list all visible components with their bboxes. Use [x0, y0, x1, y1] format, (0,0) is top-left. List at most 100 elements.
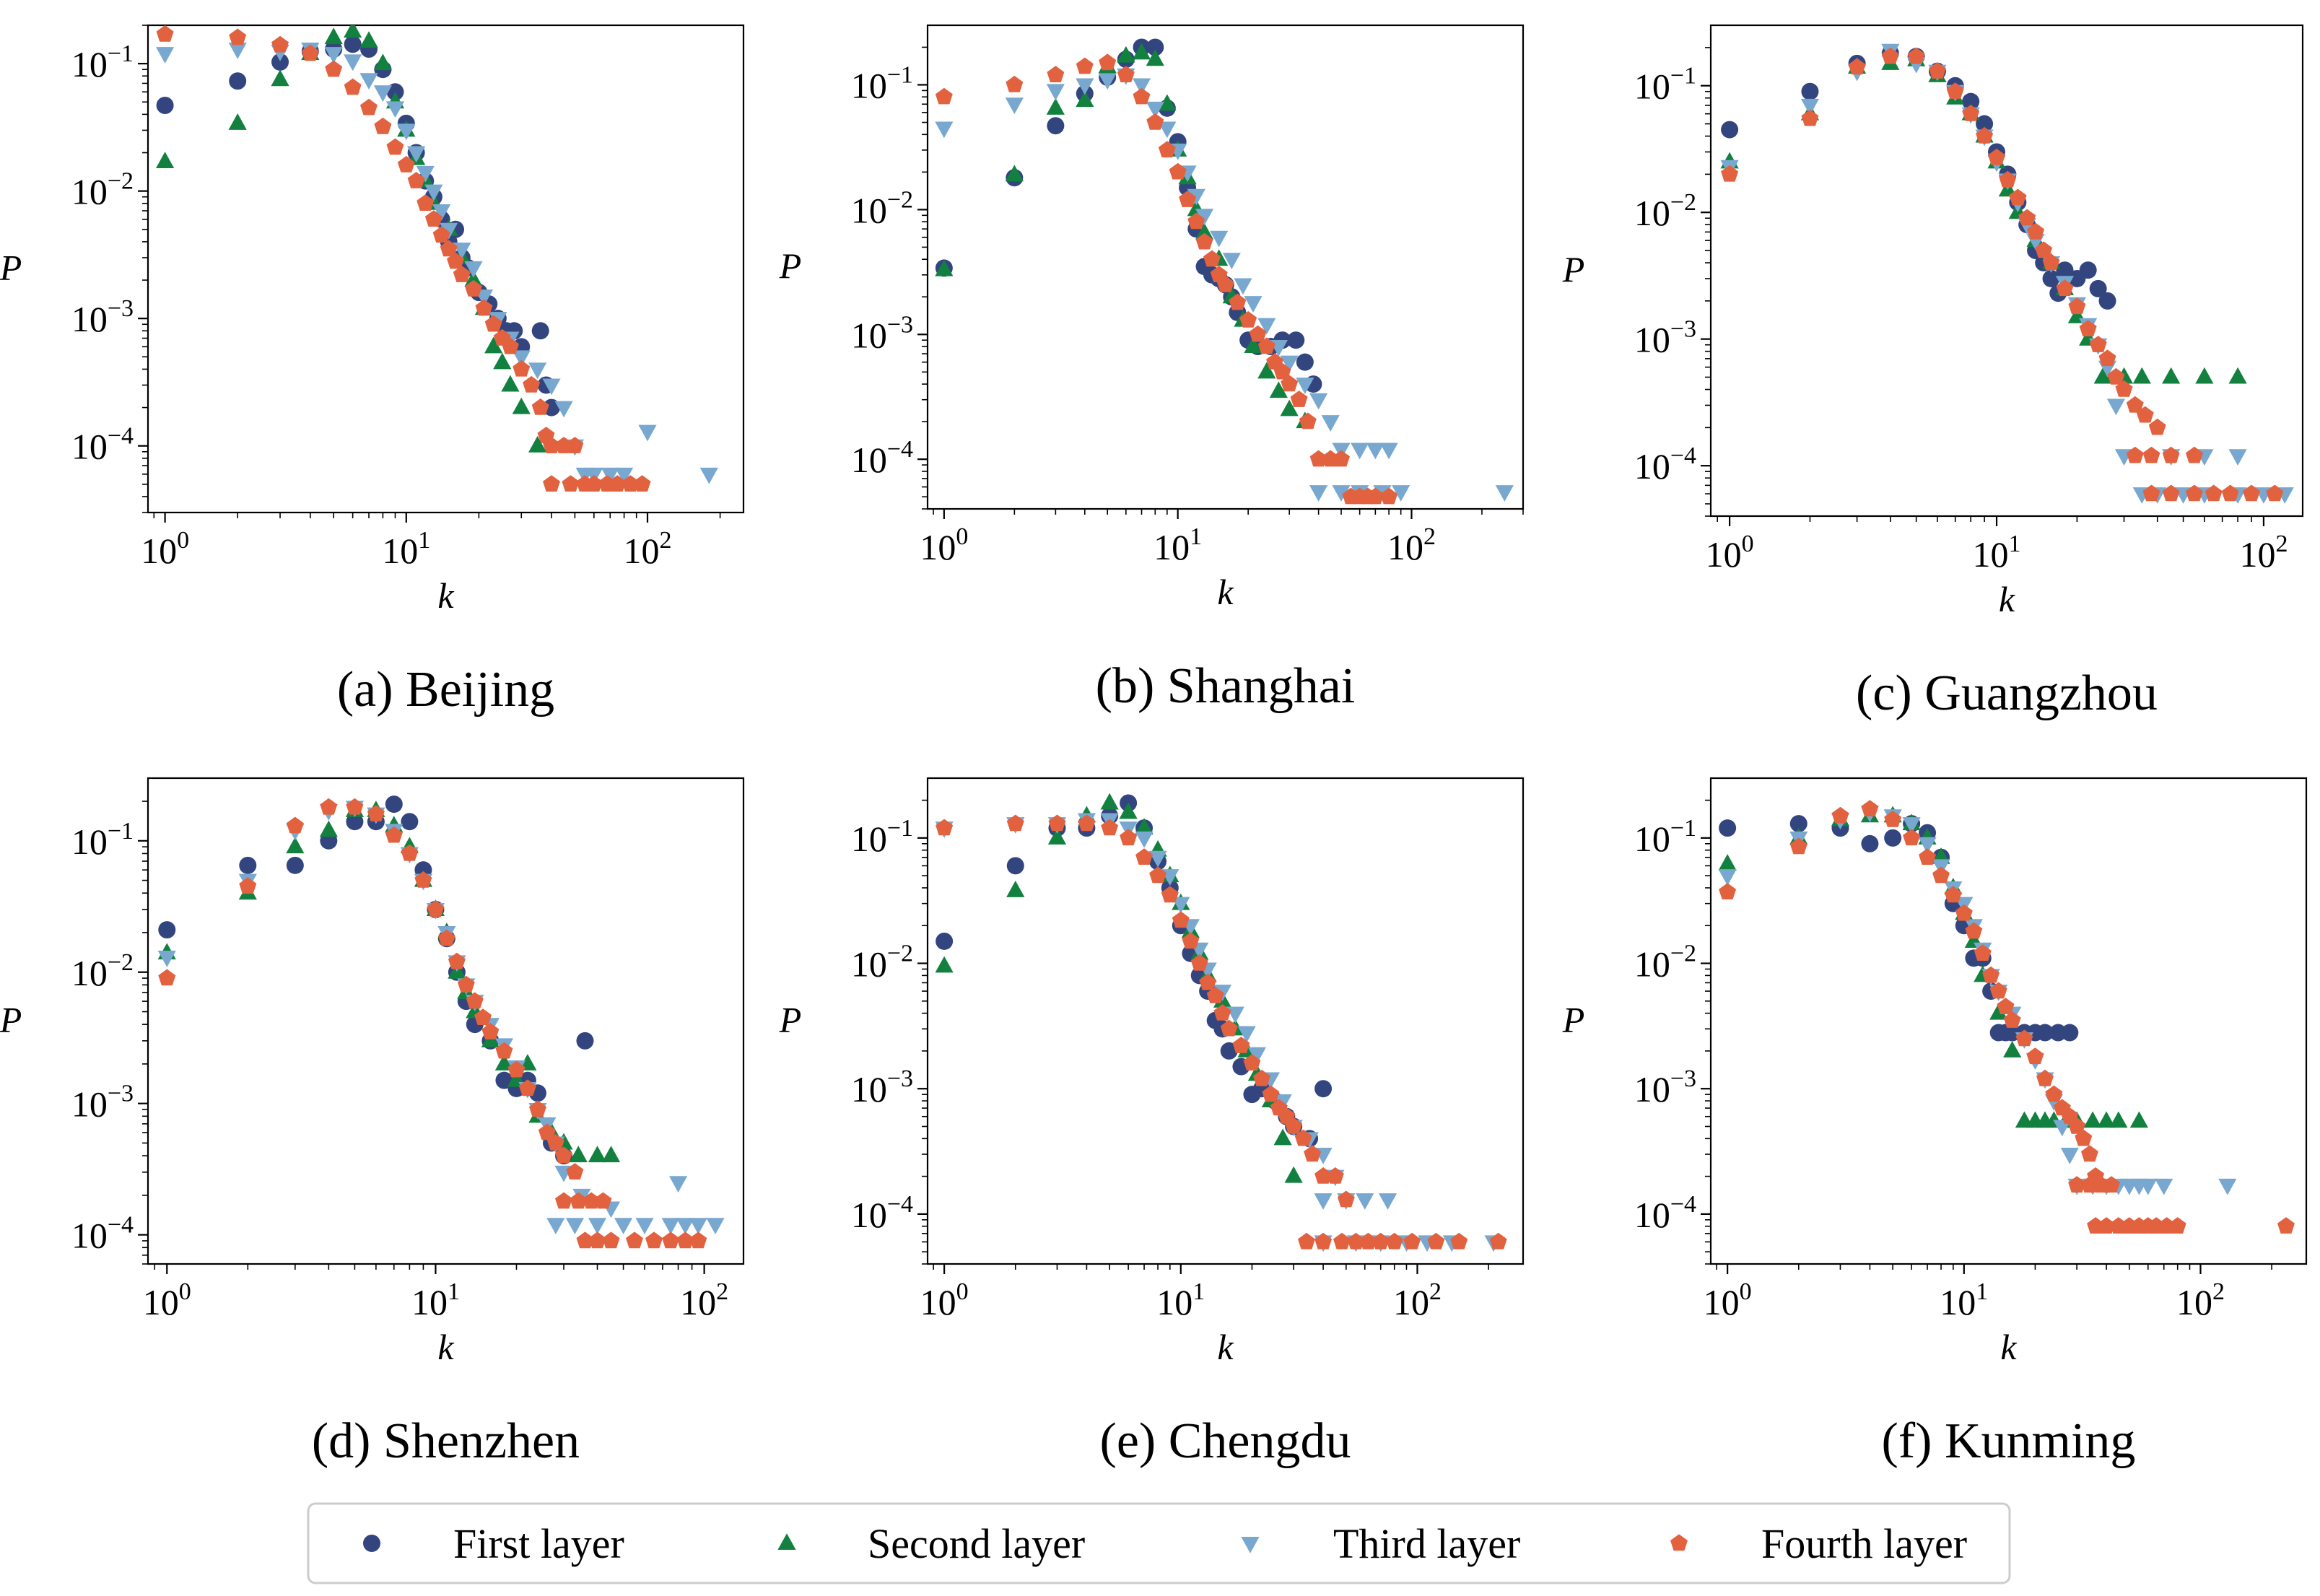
data-point-third: [588, 1218, 607, 1235]
plot-frame: [147, 24, 745, 514]
data-point-fourth: [2026, 1047, 2044, 1065]
data-point-fourth: [935, 87, 953, 105]
y-tick-label: 10−2: [851, 941, 913, 985]
x-tick-label: 100: [920, 523, 968, 567]
data-point-fourth: [1314, 1232, 1333, 1250]
data-point-third: [157, 951, 176, 967]
y-tick-label: 10−1: [851, 815, 913, 859]
data-point-third: [1332, 485, 1351, 502]
subplot-caption: (d) Shenzhen: [312, 1413, 580, 1469]
data-point-third: [2218, 1178, 2237, 1195]
y-axis-label: P: [779, 245, 802, 286]
data-point-fourth: [662, 1231, 680, 1249]
data-point-third: [1356, 1193, 1374, 1210]
data-point-second: [1046, 98, 1065, 115]
data-point-second: [1158, 94, 1177, 111]
data-point-fourth: [570, 1192, 588, 1209]
x-tick-label: 100: [1706, 531, 1754, 575]
data-point-second: [1273, 1128, 1292, 1146]
data-point-fourth: [385, 826, 403, 843]
data-point-fourth: [1232, 1037, 1250, 1053]
data-point-second: [2129, 1111, 2149, 1128]
data-point-first: [1721, 121, 1739, 139]
data-point-fourth: [2098, 1217, 2116, 1234]
data-point-first: [531, 322, 549, 340]
data-point-fourth: [1962, 105, 1980, 121]
data-point-fourth: [1380, 487, 1398, 505]
data-point-third: [1366, 442, 1384, 460]
data-point-third: [1800, 98, 1820, 115]
data-point-second: [528, 435, 547, 453]
data-point-third: [1321, 415, 1340, 432]
data-point-first: [1296, 353, 1314, 371]
data-point-fourth: [1195, 232, 1213, 250]
data-point-third: [1718, 869, 1737, 886]
data-point-fourth: [1929, 62, 1946, 79]
data-point-fourth: [2068, 1117, 2086, 1134]
data-point-second: [1119, 802, 1138, 819]
data-point-fourth: [1135, 848, 1153, 865]
data-point-first: [1287, 331, 1305, 349]
data-point-fourth: [2027, 222, 2045, 240]
x-axis-label: k: [1217, 1327, 1234, 1367]
data-point-fourth: [2185, 446, 2203, 463]
data-point-fourth: [1220, 1019, 1238, 1037]
data-point-fourth: [1290, 391, 1308, 407]
data-point-fourth: [1347, 1232, 1365, 1250]
data-point-fourth: [1848, 58, 1866, 75]
data-point-fourth: [1489, 1232, 1507, 1250]
data-point-second: [1006, 881, 1025, 897]
data-point-fourth: [401, 844, 419, 861]
data-point-second: [1047, 828, 1067, 845]
data-point-third: [614, 1218, 633, 1235]
data-point-second: [935, 259, 954, 276]
data-point-fourth: [1172, 911, 1190, 928]
series-fourth: [935, 53, 1398, 505]
y-tick-label: 10−1: [851, 61, 913, 105]
data-point-fourth: [2142, 484, 2160, 502]
data-point-fourth: [386, 138, 404, 155]
subplot-caption: (a) Beijing: [337, 662, 554, 718]
data-point-second: [588, 1146, 607, 1163]
data-point-fourth: [2148, 418, 2166, 435]
y-tick-label: 10−4: [851, 436, 913, 480]
data-point-fourth: [602, 1231, 620, 1249]
data-point-fourth: [1366, 487, 1384, 505]
data-point-third: [453, 243, 471, 259]
data-point-fourth: [453, 266, 471, 282]
legend-marker-third: [1241, 1537, 1260, 1553]
data-point-fourth: [1881, 47, 1899, 64]
data-point-fourth: [676, 1231, 694, 1249]
data-point-fourth: [1801, 109, 1819, 126]
data-point-fourth: [562, 475, 580, 492]
data-point-fourth: [367, 805, 385, 821]
data-point-fourth: [555, 1146, 572, 1164]
data-point-fourth: [448, 952, 466, 969]
data-point-fourth: [1314, 1167, 1333, 1184]
data-point-third: [1132, 78, 1151, 95]
data-point-fourth: [1333, 450, 1350, 467]
data-point-second: [1284, 1166, 1303, 1183]
y-tick-label: 10−3: [1634, 1065, 1696, 1109]
data-point-fourth: [484, 315, 502, 332]
data-point-third: [1379, 442, 1398, 460]
data-point-fourth: [1299, 412, 1317, 429]
data-point-fourth: [424, 210, 442, 227]
data-point-fourth: [1179, 191, 1197, 207]
data-point-fourth: [2042, 253, 2060, 271]
data-point-second: [1195, 222, 1214, 240]
data-point-fourth: [1133, 87, 1151, 105]
data-point-third: [416, 165, 435, 183]
x-tick-label: 101: [382, 527, 430, 571]
data-point-second: [484, 336, 503, 354]
x-tick-label: 102: [624, 527, 672, 571]
data-point-first: [495, 1071, 513, 1089]
series-fourth: [936, 814, 1507, 1250]
x-tick-label: 100: [141, 527, 189, 571]
data-point-first: [2042, 269, 2060, 287]
x-tick-label: 100: [920, 1278, 969, 1322]
data-point-fourth: [585, 475, 603, 492]
data-point-fourth: [1190, 954, 1208, 971]
data-point-fourth: [1427, 1232, 1445, 1250]
